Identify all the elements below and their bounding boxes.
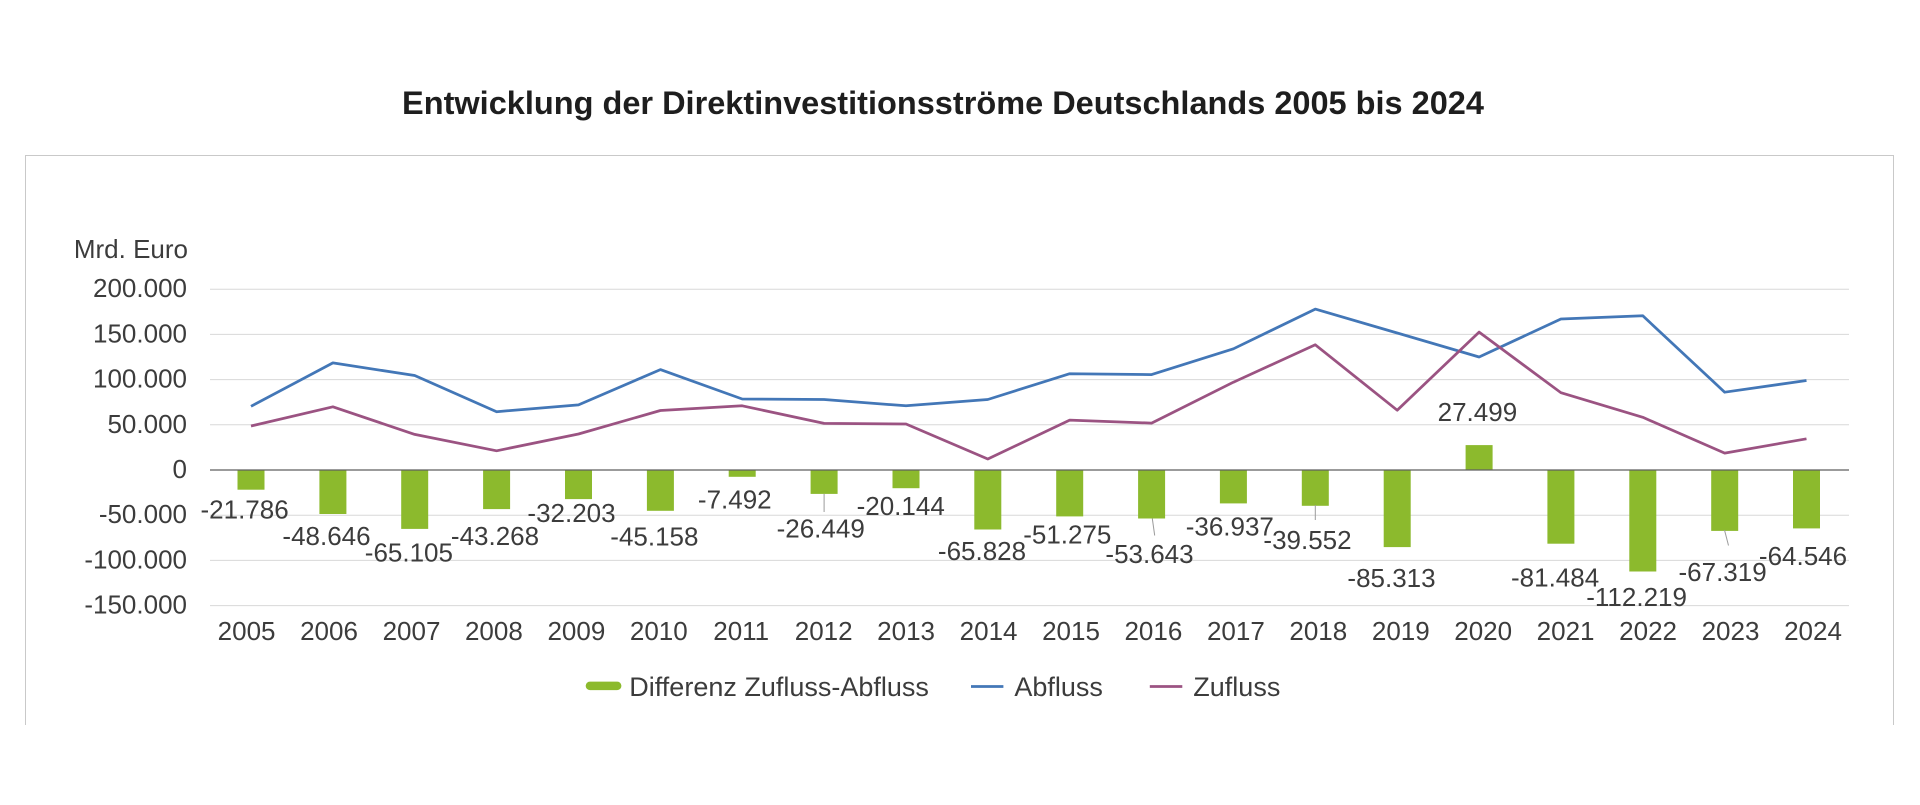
- svg-text:2008: 2008: [465, 616, 523, 646]
- svg-text:150.000: 150.000: [93, 318, 187, 348]
- svg-text:-100.000: -100.000: [84, 544, 187, 574]
- svg-text:2019: 2019: [1372, 616, 1430, 646]
- svg-text:-85.313: -85.313: [1347, 563, 1435, 593]
- svg-text:2009: 2009: [547, 616, 605, 646]
- svg-text:Abfluss: Abfluss: [1014, 672, 1103, 702]
- svg-text:50.000: 50.000: [107, 409, 187, 439]
- svg-text:0: 0: [173, 454, 187, 484]
- svg-text:100.000: 100.000: [93, 364, 187, 394]
- svg-text:-65.105: -65.105: [365, 538, 453, 568]
- svg-text:2006: 2006: [300, 616, 358, 646]
- svg-text:Differenz Zufluss-Abfluss: Differenz Zufluss-Abfluss: [629, 672, 929, 702]
- svg-text:-21.786: -21.786: [201, 494, 289, 524]
- svg-text:-53.643: -53.643: [1105, 539, 1193, 569]
- svg-text:2016: 2016: [1124, 616, 1182, 646]
- svg-text:-20.144: -20.144: [857, 491, 945, 521]
- svg-text:-67.319: -67.319: [1679, 557, 1767, 587]
- svg-text:2020: 2020: [1454, 616, 1512, 646]
- svg-text:-65.828: -65.828: [938, 536, 1026, 566]
- svg-text:2018: 2018: [1289, 616, 1347, 646]
- svg-text:2012: 2012: [795, 616, 853, 646]
- svg-text:-43.268: -43.268: [451, 521, 539, 551]
- svg-text:2023: 2023: [1702, 616, 1760, 646]
- svg-text:2015: 2015: [1042, 616, 1100, 646]
- svg-text:2022: 2022: [1619, 616, 1677, 646]
- svg-text:2017: 2017: [1207, 616, 1265, 646]
- svg-text:2010: 2010: [630, 616, 688, 646]
- svg-text:-36.937: -36.937: [1186, 511, 1274, 541]
- svg-text:-112.219: -112.219: [1586, 582, 1687, 612]
- svg-text:-81.484: -81.484: [1511, 562, 1599, 592]
- svg-text:200.000: 200.000: [93, 273, 187, 303]
- svg-text:2011: 2011: [713, 616, 769, 646]
- svg-text:2021: 2021: [1537, 616, 1595, 646]
- svg-text:-26.449: -26.449: [777, 513, 865, 543]
- svg-text:-48.646: -48.646: [282, 521, 370, 551]
- svg-text:-64.546: -64.546: [1759, 541, 1847, 571]
- svg-text:2024: 2024: [1784, 616, 1842, 646]
- svg-text:2007: 2007: [383, 616, 441, 646]
- svg-text:-7.492: -7.492: [698, 485, 772, 515]
- svg-text:2014: 2014: [960, 616, 1018, 646]
- svg-text:-50.000: -50.000: [99, 499, 187, 529]
- svg-text:27.499: 27.499: [1438, 397, 1518, 427]
- svg-text:-45.158: -45.158: [610, 522, 698, 552]
- svg-text:-32.203: -32.203: [527, 498, 615, 528]
- svg-text:Mrd. Euro: Mrd. Euro: [74, 234, 188, 264]
- svg-text:-39.552: -39.552: [1263, 525, 1351, 555]
- svg-text:2013: 2013: [877, 616, 935, 646]
- svg-text:Zufluss: Zufluss: [1193, 672, 1280, 702]
- svg-text:-51.275: -51.275: [1023, 519, 1111, 549]
- svg-text:-150.000: -150.000: [84, 590, 187, 620]
- svg-text:2005: 2005: [218, 616, 276, 646]
